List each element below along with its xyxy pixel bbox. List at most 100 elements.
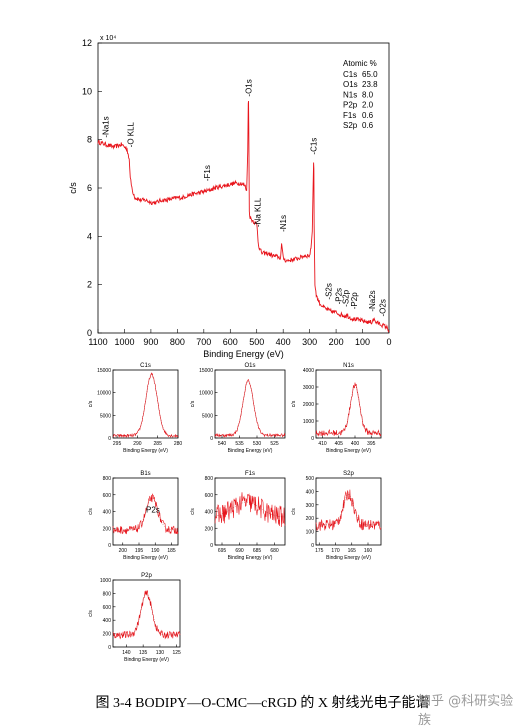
panel-y-tick-label: 10000 bbox=[97, 391, 111, 397]
panel-y-tick-label: 600 bbox=[205, 493, 214, 499]
panel-y-tick-label: 15000 bbox=[199, 368, 213, 374]
xps-figure: 1100 1000 900 800 700 600 500 400 300 200 100 00246… bbox=[68, 35, 392, 663]
panel-x-tick-label: 160 bbox=[364, 548, 373, 554]
panel-y-tick-label: 200 bbox=[103, 526, 112, 532]
panel-y-tick-label: 600 bbox=[103, 493, 112, 499]
survey-x-tick-label: 1000 bbox=[114, 337, 134, 347]
survey-peak-label: -C1s bbox=[310, 138, 319, 155]
panel-y-tick-label: 1000 bbox=[100, 578, 111, 584]
survey-peak-label: -Na1s bbox=[101, 116, 110, 137]
survey-x-tick-label: 200 bbox=[329, 337, 344, 347]
survey-chart: 1100 1000 900 800 700 600 500 400 300 200 100 00246… bbox=[68, 35, 392, 359]
panel-fit-line bbox=[113, 374, 178, 436]
survey-spectrum-line bbox=[97, 100, 390, 333]
survey-x-axis-label: Binding Energy (eV) bbox=[203, 349, 284, 359]
survey-legend-value: 0.6 bbox=[362, 121, 374, 130]
panel-frame bbox=[315, 369, 382, 439]
panel-y-tick-label: 200 bbox=[103, 632, 112, 638]
panel-y-tick-label: 5000 bbox=[202, 413, 213, 419]
panel-x-tick-label: 695 bbox=[218, 548, 227, 554]
survey-peak-label: -F1s bbox=[203, 165, 212, 181]
panel-y-tick-label: 200 bbox=[205, 526, 214, 532]
panel-spectrum-line bbox=[112, 372, 179, 438]
survey-peak-label: -Na2s bbox=[368, 290, 377, 311]
panel-y-tick-label: 0 bbox=[210, 543, 213, 549]
panel-fit-line bbox=[316, 384, 381, 434]
panel-frame bbox=[214, 369, 286, 439]
panel-fit-line bbox=[215, 381, 285, 436]
survey-legend-element: S2p bbox=[343, 121, 358, 130]
survey-y-tick-label: 10 bbox=[82, 86, 92, 96]
panel-spectrum-line bbox=[214, 378, 286, 438]
panel-y-tick-label: 800 bbox=[103, 591, 112, 597]
panel-y-tick-label: 0 bbox=[108, 436, 111, 442]
panel-y-tick-label: 0 bbox=[311, 436, 314, 442]
panel-x-tick-label: 185 bbox=[167, 548, 176, 554]
panel-y-tick-label: 300 bbox=[306, 503, 315, 509]
survey-y-tick-label: 6 bbox=[87, 183, 92, 193]
survey-legend-element: N1s bbox=[343, 90, 357, 99]
panel-fit-line bbox=[113, 593, 180, 636]
survey-x-tick-label: 400 bbox=[276, 337, 291, 347]
panel-y-axis-label: c/s bbox=[190, 508, 196, 515]
panel-x-tick-label: 135 bbox=[139, 650, 148, 656]
panel-x-axis-label: Binding Energy (eV) bbox=[123, 555, 168, 561]
panel-y-tick-label: 3000 bbox=[303, 385, 314, 391]
panel-spectrum-line bbox=[112, 590, 181, 640]
panel-x-axis-label: Binding Energy (eV) bbox=[326, 555, 371, 561]
survey-legend-value: 8.0 bbox=[362, 90, 374, 99]
survey-legend-element: P2p bbox=[343, 101, 358, 110]
panel-spectrum-line bbox=[112, 493, 179, 535]
panel-y-tick-label: 0 bbox=[210, 436, 213, 442]
panel-x-tick-label: 165 bbox=[348, 548, 357, 554]
panel-x-tick-label: 410 bbox=[318, 441, 327, 447]
survey-x-tick-label: 100 bbox=[355, 337, 370, 347]
panel-x-tick-label: 680 bbox=[270, 548, 279, 554]
figure-caption: 图 3-4 BODIPY—O-CMC—cRGD 的 X 射线光电子能谱 bbox=[95, 696, 430, 711]
panel-spectrum-line bbox=[315, 489, 382, 531]
panel-title: N1s bbox=[343, 363, 354, 369]
survey-legend-element: F1s bbox=[343, 111, 356, 120]
survey-peak-label: -P2s bbox=[334, 288, 343, 304]
panel-c1s: C1s 295 290 285 280 0 5000 10000 15000 c/s Binding… bbox=[88, 363, 182, 454]
survey-peak-label: -O KLL bbox=[126, 121, 135, 147]
survey-x-tick-label: 500 bbox=[249, 337, 264, 347]
survey-multiplier-label: x 10⁴ bbox=[100, 35, 116, 42]
panel-frame bbox=[315, 477, 382, 546]
panel-x-tick-label: 195 bbox=[135, 548, 144, 554]
panel-y-tick-label: 600 bbox=[103, 605, 112, 611]
panel-x-tick-label: 130 bbox=[156, 650, 165, 656]
panel-x-tick-label: 690 bbox=[235, 548, 244, 554]
panel-b1s: B1s 200 195 190 185 0 200 400 600 800 c/s Binding E… bbox=[88, 471, 179, 561]
panel-title: S2p bbox=[343, 471, 354, 477]
panel-y-tick-label: 2000 bbox=[303, 402, 314, 408]
watermark: 知乎 @科研实验族 bbox=[418, 694, 514, 728]
panel-y-axis-label: c/s bbox=[291, 508, 297, 515]
panel-x-tick-label: 405 bbox=[335, 441, 344, 447]
panel-f1s: F1s 695 690 685 680 0 200 400 600 800 c/s Binding E… bbox=[190, 471, 286, 561]
panel-title: P2p bbox=[141, 573, 152, 579]
panel-y-tick-label: 0 bbox=[108, 645, 111, 651]
survey-peak-label: -P2p bbox=[350, 292, 359, 309]
survey-x-tick-label: 600 bbox=[223, 337, 238, 347]
panel-x-tick-label: 525 bbox=[270, 441, 279, 447]
survey-legend-element: O1s bbox=[343, 80, 358, 89]
panel-y-axis-label: c/s bbox=[291, 400, 297, 407]
panel-y-axis-label: c/s bbox=[190, 400, 196, 407]
panel-y-axis-label: c/s bbox=[88, 508, 94, 515]
survey-legend-title: Atomic % bbox=[343, 59, 377, 68]
survey-legend-value: 2.0 bbox=[362, 101, 374, 110]
panel-x-axis-label: Binding Energy (eV) bbox=[228, 555, 273, 561]
panel-y-tick-label: 800 bbox=[205, 476, 214, 482]
panel-y-tick-label: 1000 bbox=[303, 419, 314, 425]
panel-n1s: N1s 410 405 400 395 0 1000 2000 3000 4000 c/s Bindi… bbox=[291, 363, 382, 454]
survey-peak-label: -S2p bbox=[341, 289, 350, 306]
survey-x-tick-label: 700 bbox=[196, 337, 211, 347]
survey-y-tick-label: 12 bbox=[82, 38, 92, 48]
panel-y-tick-label: 400 bbox=[306, 489, 315, 495]
panel-x-tick-label: 400 bbox=[351, 441, 360, 447]
panel-x-tick-label: 125 bbox=[172, 650, 181, 656]
survey-peak-label: -Na KLL bbox=[254, 197, 263, 227]
panel-y-tick-label: 400 bbox=[103, 510, 112, 516]
survey-legend-value: 65.0 bbox=[362, 70, 378, 79]
